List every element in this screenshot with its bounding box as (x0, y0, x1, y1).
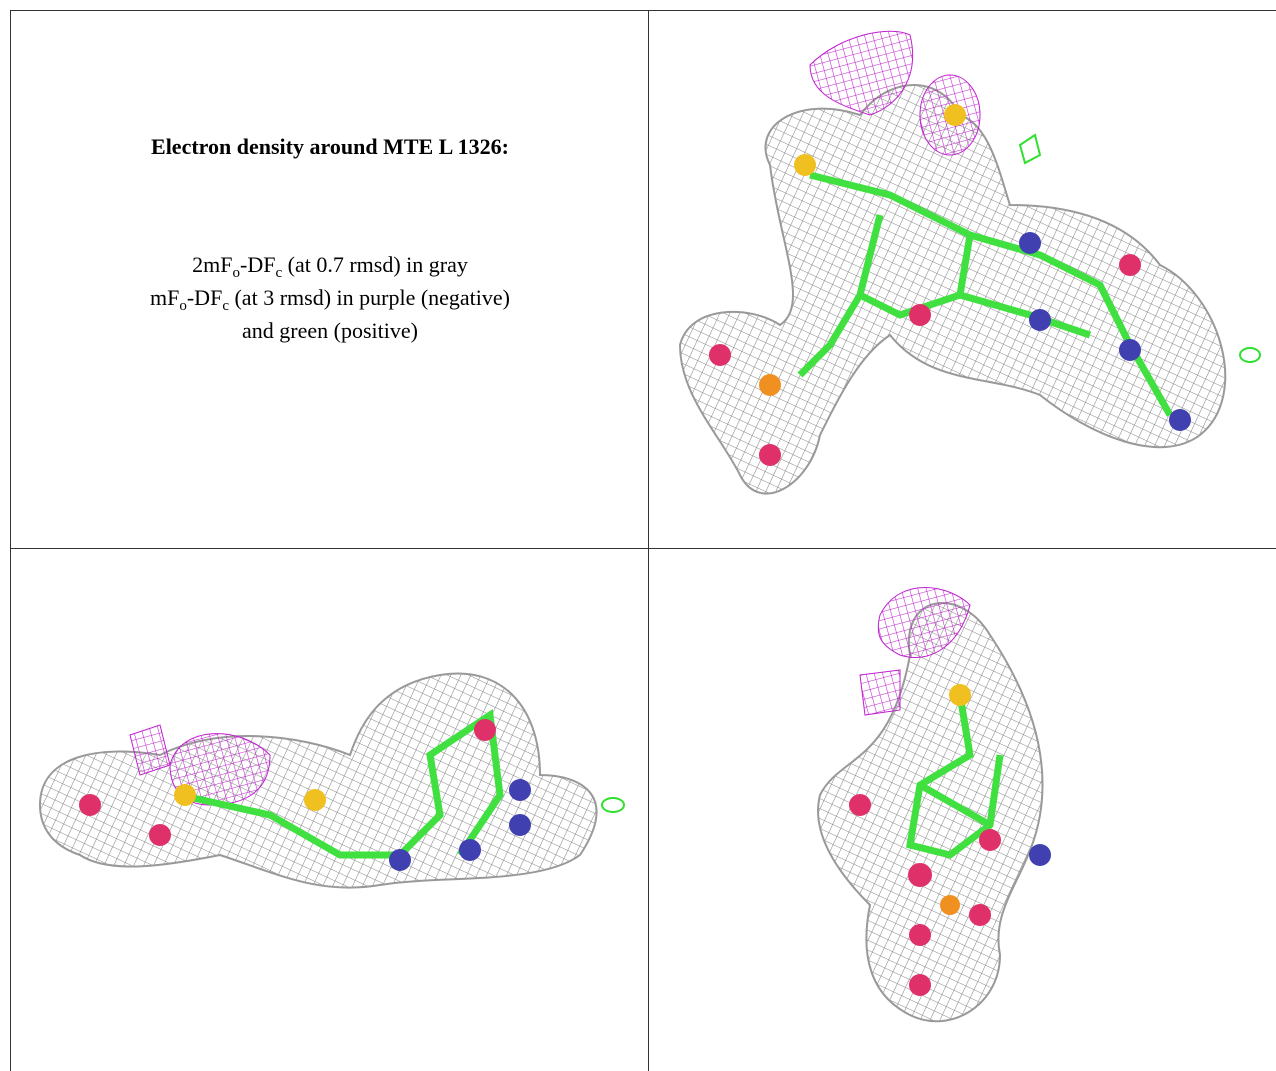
text-run: 2mF (192, 252, 233, 277)
subscript: c (275, 265, 283, 281)
caption-line: 2mFo-DFc (at 0.7 rmsd) in gray (20, 248, 640, 281)
text-run: and green (positive) (242, 318, 418, 343)
text-run: -DF (240, 252, 276, 277)
caption-title: Electron density around MTE L 1326: (151, 134, 509, 159)
table-frame (10, 10, 1276, 1071)
text-run: (at 3 rmsd) in purple (negative) (228, 285, 510, 310)
text-run: (at 0.7 rmsd) in gray (282, 252, 468, 277)
density-view-2 (38, 672, 625, 889)
subscript: c (222, 298, 229, 314)
cell-divider (648, 10, 649, 1071)
subscript: o (232, 265, 241, 281)
text-run: mF (150, 285, 180, 310)
text-run: -DF (186, 285, 223, 310)
density-view-3 (817, 587, 1051, 1023)
caption-lines: 2mFo-DFc (at 0.7 rmsd) in gray mFo-DFc (a… (20, 248, 640, 347)
density-view-1 (678, 30, 1261, 495)
subscript: o (179, 298, 187, 314)
cell-divider (10, 548, 1276, 549)
caption-line: mFo-DFc (at 3 rmsd) in purple (negative) (20, 281, 640, 314)
caption-line: and green (positive) (20, 314, 640, 347)
